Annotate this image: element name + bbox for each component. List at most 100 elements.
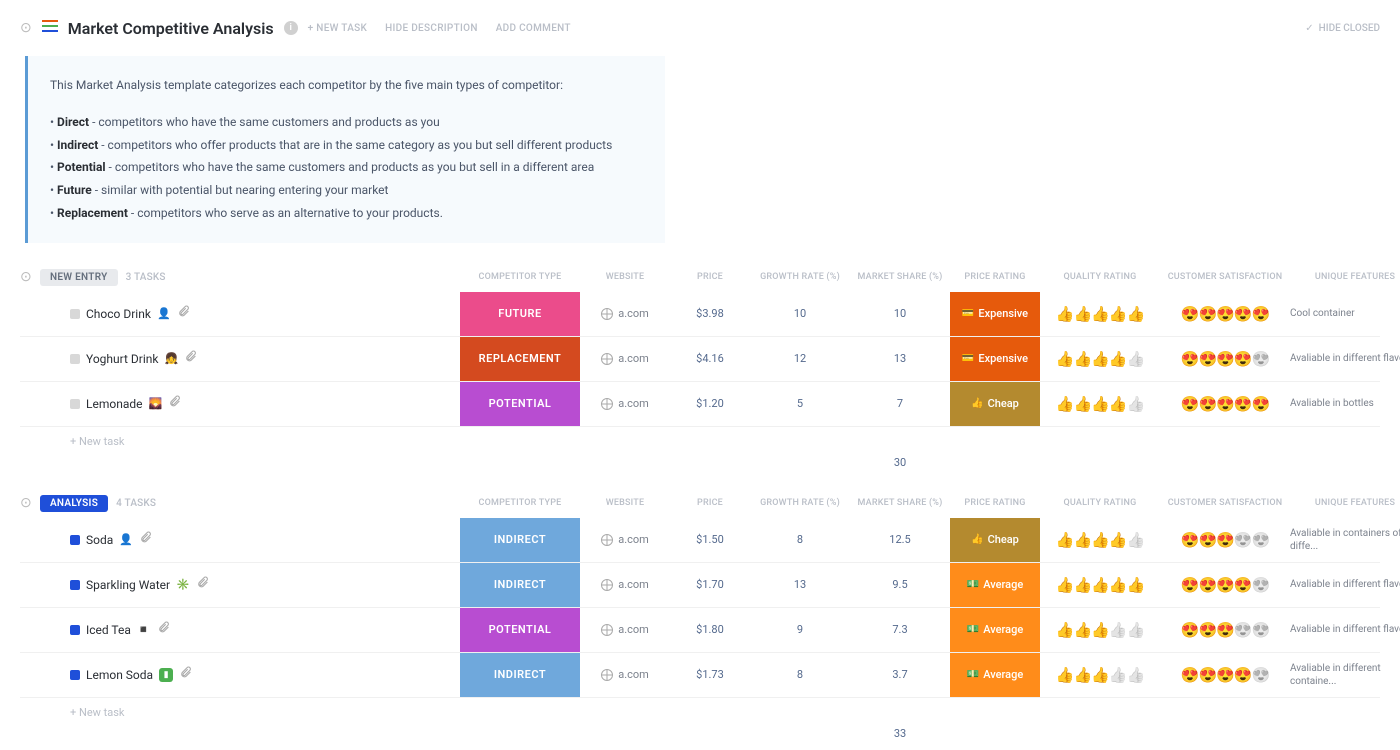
new-task-link[interactable]: + New task <box>20 427 1380 456</box>
group-status-badge[interactable]: ANALYSIS <box>40 495 108 512</box>
growth-rate-cell[interactable]: 12 <box>750 352 850 365</box>
attachment-icon[interactable] <box>196 576 209 593</box>
website-cell[interactable]: a.com <box>580 668 670 681</box>
price-cell[interactable]: $1.70 <box>670 578 750 591</box>
price-rating-badge[interactable]: 💵Average <box>950 563 1040 607</box>
status-square[interactable] <box>70 535 80 545</box>
new-task-link[interactable]: + New task <box>20 698 1380 727</box>
market-share-cell[interactable]: 7 <box>850 397 950 410</box>
task-row[interactable]: Choco Drink👤FUTUREa.com$3.981010💳Expensi… <box>20 292 1380 337</box>
website-cell[interactable]: a.com <box>580 352 670 365</box>
collapse-toggle-icon[interactable]: ⊙ <box>20 20 32 36</box>
price-cell[interactable]: $1.73 <box>670 668 750 681</box>
info-icon[interactable]: i <box>284 21 298 35</box>
price-cell[interactable]: $1.20 <box>670 397 750 410</box>
page-title[interactable]: Market Competitive Analysis <box>68 19 274 38</box>
task-name[interactable]: Lemon Soda <box>86 668 153 682</box>
competitor-type-badge[interactable]: REPLACEMENT <box>460 337 580 381</box>
status-square[interactable] <box>70 670 80 680</box>
growth-rate-cell[interactable]: 9 <box>750 623 850 636</box>
features-cell[interactable]: Avaliable in different flavors <box>1290 578 1400 591</box>
satisfaction-rating-cell[interactable]: 😍😍😍😍😍 <box>1160 350 1290 368</box>
market-share-cell[interactable]: 12.5 <box>850 533 950 546</box>
price-cell[interactable]: $4.16 <box>670 352 750 365</box>
column-header-growth-rate[interactable]: GROWTH RATE (%) <box>750 272 850 282</box>
price-rating-badge[interactable]: 💵Average <box>950 608 1040 652</box>
status-square[interactable] <box>70 309 80 319</box>
add-comment-button[interactable]: ADD COMMENT <box>496 23 571 34</box>
task-row[interactable]: Lemon Soda▮INDIRECTa.com$1.7383.7💵Averag… <box>20 653 1380 698</box>
price-cell[interactable]: $3.98 <box>670 307 750 320</box>
column-header-quality-rating[interactable]: QUALITY RATING <box>1040 272 1160 282</box>
task-name[interactable]: Choco Drink <box>86 307 151 321</box>
column-header-customer-satisfaction[interactable]: CUSTOMER SATISFACTION <box>1160 498 1290 508</box>
hide-description-button[interactable]: HIDE DESCRIPTION <box>385 23 478 34</box>
features-cell[interactable]: Avaliable in different flavors <box>1290 352 1400 365</box>
competitor-type-badge[interactable]: INDIRECT <box>460 563 580 607</box>
column-header-market-share[interactable]: MARKET SHARE (%) <box>850 272 950 282</box>
task-name[interactable]: Yoghurt Drink <box>86 352 158 366</box>
group-collapse-icon[interactable]: ⊙ <box>20 495 32 511</box>
task-name[interactable]: Lemonade <box>86 397 142 411</box>
price-rating-badge[interactable]: 💳Expensive <box>950 337 1040 381</box>
column-header-unique-features[interactable]: UNIQUE FEATURES <box>1290 272 1400 282</box>
market-share-cell[interactable]: 13 <box>850 352 950 365</box>
price-rating-badge[interactable]: 👍Cheap <box>950 382 1040 426</box>
attachment-icon[interactable] <box>177 305 190 322</box>
market-share-cell[interactable]: 10 <box>850 307 950 320</box>
assignee-avatar[interactable]: ▮ <box>159 668 173 682</box>
attachment-icon[interactable] <box>157 621 170 638</box>
competitor-type-badge[interactable]: POTENTIAL <box>460 382 580 426</box>
status-square[interactable] <box>70 625 80 635</box>
group-collapse-icon[interactable]: ⊙ <box>20 269 32 285</box>
features-cell[interactable]: Avaliable in containers of diffe... <box>1290 527 1400 553</box>
quality-rating-cell[interactable]: 👍👍👍👍👍 <box>1040 350 1160 368</box>
column-header-price-rating[interactable]: PRICE RATING <box>950 498 1040 508</box>
status-square[interactable] <box>70 354 80 364</box>
column-header-competitor-type[interactable]: COMPETITOR TYPE <box>460 272 580 282</box>
growth-rate-cell[interactable]: 8 <box>750 533 850 546</box>
column-header-market-share[interactable]: MARKET SHARE (%) <box>850 498 950 508</box>
features-cell[interactable]: Avaliable in different containe... <box>1290 662 1400 688</box>
hide-closed-toggle[interactable]: ✓ HIDE CLOSED <box>1305 23 1380 34</box>
competitor-type-badge[interactable]: INDIRECT <box>460 518 580 562</box>
task-name[interactable]: Soda <box>86 533 113 547</box>
satisfaction-rating-cell[interactable]: 😍😍😍😍😍 <box>1160 666 1290 684</box>
features-cell[interactable]: Avaliable in bottles <box>1290 397 1400 410</box>
status-square[interactable] <box>70 580 80 590</box>
website-cell[interactable]: a.com <box>580 623 670 636</box>
attachment-icon[interactable] <box>184 350 197 367</box>
column-header-price-rating[interactable]: PRICE RATING <box>950 272 1040 282</box>
website-cell[interactable]: a.com <box>580 578 670 591</box>
attachment-icon[interactable] <box>179 666 192 683</box>
column-header-unique-features[interactable]: UNIQUE FEATURES <box>1290 498 1400 508</box>
task-row[interactable]: Lemonade🌄POTENTIALa.com$1.2057👍Cheap👍👍👍👍… <box>20 382 1380 427</box>
column-header-website[interactable]: WEBSITE <box>580 498 670 508</box>
market-share-cell[interactable]: 7.3 <box>850 623 950 636</box>
price-cell[interactable]: $1.50 <box>670 533 750 546</box>
quality-rating-cell[interactable]: 👍👍👍👍👍 <box>1040 305 1160 323</box>
growth-rate-cell[interactable]: 8 <box>750 668 850 681</box>
price-rating-badge[interactable]: 💵Average <box>950 653 1040 697</box>
attachment-icon[interactable] <box>168 395 181 412</box>
website-cell[interactable]: a.com <box>580 307 670 320</box>
column-header-competitor-type[interactable]: COMPETITOR TYPE <box>460 498 580 508</box>
competitor-type-badge[interactable]: INDIRECT <box>460 653 580 697</box>
quality-rating-cell[interactable]: 👍👍👍👍👍 <box>1040 531 1160 549</box>
column-header-price[interactable]: PRICE <box>670 272 750 282</box>
task-name[interactable]: Sparkling Water <box>86 578 170 592</box>
task-row[interactable]: Sparkling Water✳️INDIRECTa.com$1.70139.5… <box>20 563 1380 608</box>
column-header-quality-rating[interactable]: QUALITY RATING <box>1040 498 1160 508</box>
quality-rating-cell[interactable]: 👍👍👍👍👍 <box>1040 621 1160 639</box>
column-header-growth-rate[interactable]: GROWTH RATE (%) <box>750 498 850 508</box>
price-rating-badge[interactable]: 💳Expensive <box>950 292 1040 336</box>
task-row[interactable]: Soda👤INDIRECTa.com$1.50812.5👍Cheap👍👍👍👍👍😍… <box>20 518 1380 563</box>
satisfaction-rating-cell[interactable]: 😍😍😍😍😍 <box>1160 531 1290 549</box>
price-cell[interactable]: $1.80 <box>670 623 750 636</box>
column-header-price[interactable]: PRICE <box>670 498 750 508</box>
competitor-type-badge[interactable]: POTENTIAL <box>460 608 580 652</box>
task-row[interactable]: Iced Tea◾POTENTIALa.com$1.8097.3💵Average… <box>20 608 1380 653</box>
growth-rate-cell[interactable]: 10 <box>750 307 850 320</box>
website-cell[interactable]: a.com <box>580 533 670 546</box>
quality-rating-cell[interactable]: 👍👍👍👍👍 <box>1040 576 1160 594</box>
